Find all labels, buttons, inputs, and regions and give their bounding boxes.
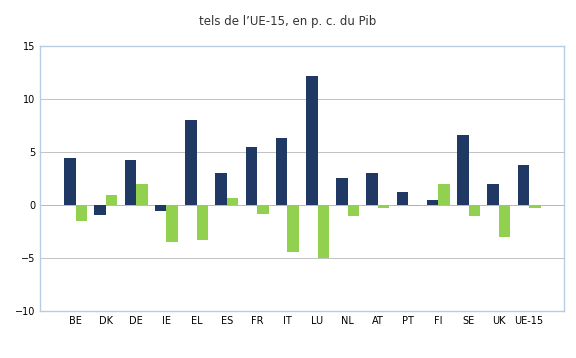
Bar	[518, 165, 529, 205]
Bar	[196, 205, 208, 240]
Bar	[457, 135, 469, 205]
Bar	[438, 184, 450, 205]
Bar	[276, 138, 287, 205]
Bar	[499, 205, 510, 237]
Bar	[185, 120, 196, 205]
Bar	[397, 193, 408, 205]
Bar	[257, 205, 268, 214]
Bar	[408, 205, 420, 206]
Bar	[529, 205, 541, 208]
Bar	[348, 205, 359, 216]
Bar	[136, 184, 147, 205]
Bar	[124, 160, 136, 205]
Bar	[306, 76, 317, 205]
Bar	[155, 205, 166, 211]
Bar	[94, 205, 106, 215]
Bar	[75, 205, 87, 221]
Bar	[166, 205, 178, 242]
Bar	[469, 205, 480, 216]
Bar	[317, 205, 329, 258]
Bar	[215, 173, 227, 205]
Bar	[287, 205, 299, 252]
Bar	[227, 198, 238, 205]
Bar	[336, 178, 348, 205]
Bar	[487, 184, 499, 205]
Bar	[245, 147, 257, 205]
Bar	[366, 173, 378, 205]
Bar	[427, 200, 438, 205]
Text: tels de l’UE-15, en p. c. du Pib: tels de l’UE-15, en p. c. du Pib	[199, 15, 377, 28]
Bar	[106, 195, 118, 205]
Bar	[378, 205, 389, 208]
Bar	[64, 159, 75, 205]
